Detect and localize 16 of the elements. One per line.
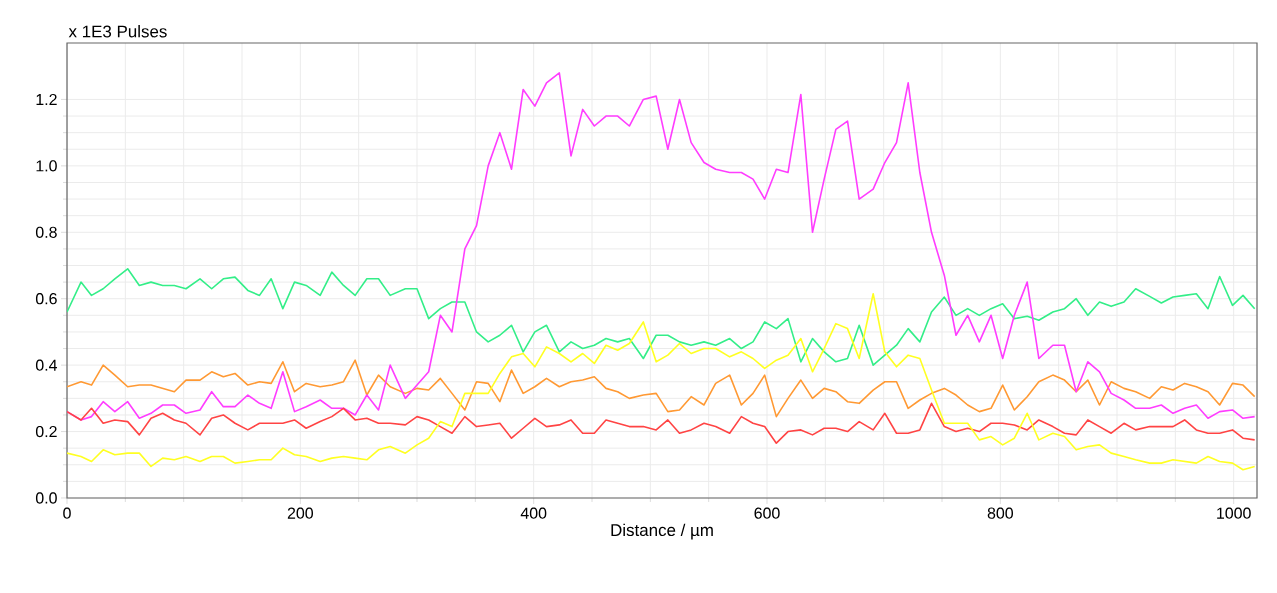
y-tick-label: 0.6 [35,293,57,305]
line-series [67,268,1256,366]
x-tick-label: 0 [63,507,71,519]
x-tick-label: 600 [754,507,780,519]
y-tick-label: 0.4 [35,359,58,371]
y-tick-label: 1.2 [36,93,57,106]
y-tick-label: 1.0 [36,160,57,172]
x-axis-title: Distance / µm [611,523,713,540]
y-tick-label: 0.2 [35,425,57,438]
y-tick-label: 0.0 [35,492,57,504]
x-tick-label: 1000 [1217,507,1251,519]
y-tick-label: 0.8 [35,226,57,238]
y-axis-title: x 1E3 Pulses [68,25,167,38]
x-tick-label: 200 [287,507,313,519]
x-tick-label: 800 [987,507,1013,519]
x-tick-label: 400 [520,507,547,519]
